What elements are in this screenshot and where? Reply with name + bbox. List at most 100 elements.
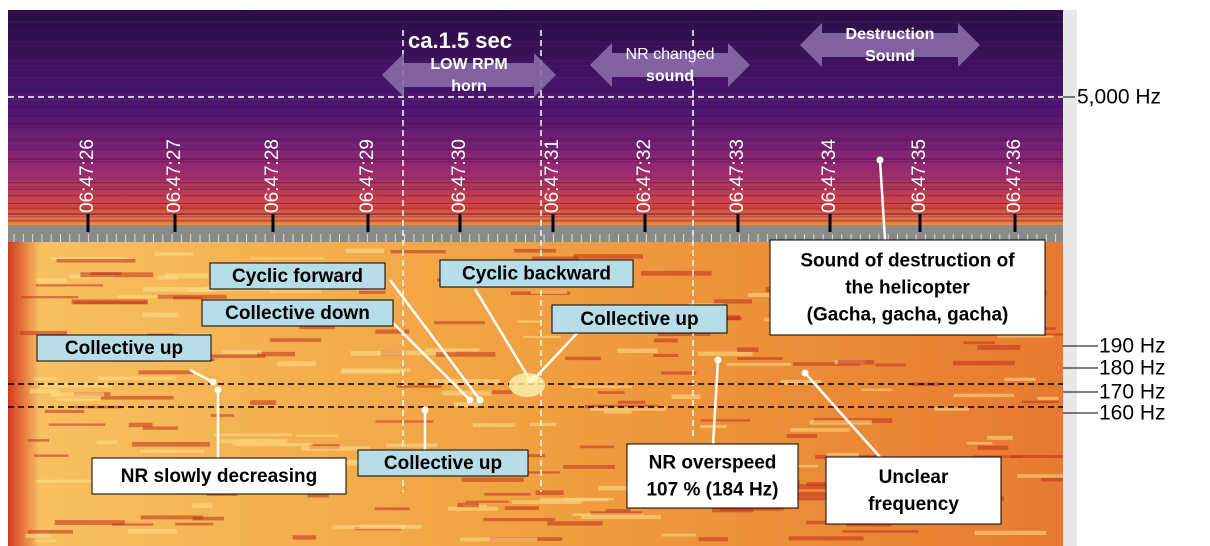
time-label: 06:47:28 <box>262 139 283 213</box>
callout-text: Unclear <box>879 467 949 488</box>
texture-streak <box>789 536 864 540</box>
callout-text: Cyclic forward <box>232 266 363 287</box>
callout-text: 107 % (184 Hz) <box>646 480 778 501</box>
texture-streak <box>531 291 567 294</box>
texture-streak <box>483 518 555 521</box>
texture-streak <box>454 402 481 407</box>
callout-text: (Gacha, gacha, gacha) <box>807 305 1009 326</box>
texture-streak <box>563 465 615 469</box>
time-label: 06:47:32 <box>634 139 655 213</box>
texture-streak <box>391 250 446 253</box>
texture-streak <box>975 531 1047 535</box>
texture-streak <box>8 22 1063 23</box>
callout-text: NR slowly decreasing <box>121 466 317 487</box>
texture-streak <box>74 301 147 303</box>
texture-streak <box>35 540 56 543</box>
texture-streak <box>547 521 602 525</box>
texture-streak <box>997 335 1053 337</box>
texture-streak <box>460 538 537 542</box>
texture-streak <box>175 523 213 526</box>
texture-streak <box>55 520 125 525</box>
texture-streak <box>154 252 194 256</box>
texture-streak <box>345 249 384 253</box>
pointer-head <box>467 397 474 404</box>
texture-streak <box>277 361 316 366</box>
texture-streak <box>672 394 701 399</box>
callout-text: Collective up <box>580 309 698 330</box>
texture-streak <box>296 435 338 437</box>
texture-streak <box>573 513 644 516</box>
texture-streak <box>875 363 906 366</box>
texture-streak <box>56 398 99 401</box>
texture-streak <box>604 410 631 413</box>
texture-streak <box>28 439 49 442</box>
page: {"upper_panel": { "time_labels": ["06:47… <box>0 0 1210 546</box>
texture-streak <box>492 390 512 394</box>
texture-streak <box>641 271 711 276</box>
texture-streak <box>351 351 381 356</box>
texture-streak <box>97 440 117 444</box>
callout-text: Collective up <box>65 338 183 359</box>
texture-streak <box>80 272 153 277</box>
texture-streak <box>565 357 601 360</box>
callout-text: the helicopter <box>845 278 970 299</box>
texture-streak <box>270 290 321 293</box>
time-label: 06:47:30 <box>449 139 470 213</box>
texture-streak <box>512 500 581 504</box>
texture-streak <box>572 386 633 388</box>
texture-streak <box>138 370 193 374</box>
texture-streak <box>517 320 541 322</box>
texture-streak <box>963 341 995 344</box>
time-ruler <box>8 225 1063 242</box>
texture-streak <box>98 377 176 381</box>
texture-streak <box>30 389 60 393</box>
texture-streak <box>359 525 421 529</box>
texture-streak <box>458 503 479 507</box>
texture-streak <box>101 396 174 400</box>
texture-streak <box>425 348 479 351</box>
texture-streak <box>158 295 227 299</box>
texture-streak <box>34 377 56 380</box>
arrow-label: sound <box>646 68 694 85</box>
texture-streak <box>49 423 106 425</box>
texture-streak <box>340 370 399 374</box>
frequency-scale <box>1063 10 1077 546</box>
texture-streak <box>250 257 325 259</box>
texture-streak <box>484 493 530 496</box>
texture-streak <box>598 391 625 394</box>
texture-streak <box>434 321 485 324</box>
texture-streak <box>505 506 539 510</box>
pointer-head <box>715 357 722 364</box>
texture-streak <box>8 127 1063 128</box>
texture-streak <box>661 371 696 374</box>
texture-streak <box>967 442 993 445</box>
texture-streak <box>192 503 212 508</box>
pointer-head <box>210 379 217 386</box>
texture-streak <box>28 530 73 534</box>
texture-streak <box>726 363 790 366</box>
texture-streak <box>791 428 850 432</box>
texture-streak <box>699 537 728 541</box>
texture-streak <box>158 275 179 279</box>
arrow-label: LOW RPM <box>430 56 507 73</box>
texture-streak <box>8 99 1063 100</box>
texture-streak <box>57 259 136 263</box>
texture-streak <box>654 338 678 342</box>
texture-streak <box>129 423 153 427</box>
texture-streak <box>466 501 509 503</box>
texture-streak <box>234 443 313 446</box>
texture-streak <box>140 450 204 453</box>
callout-text: Collective down <box>225 303 370 324</box>
texture-streak <box>8 216 1063 217</box>
callout-text: Cyclic backward <box>462 264 611 285</box>
texture-streak <box>787 434 817 438</box>
frequency-label: 190 Hz <box>1099 335 1166 358</box>
texture-streak <box>34 455 69 457</box>
frequency-label: 5,000 Hz <box>1077 86 1161 109</box>
texture-streak <box>128 529 177 534</box>
texture-streak <box>293 535 316 539</box>
pointer-head <box>802 370 809 377</box>
texture-streak <box>375 507 410 510</box>
texture-streak <box>8 122 1063 123</box>
time-label: 06:47:35 <box>909 139 930 213</box>
